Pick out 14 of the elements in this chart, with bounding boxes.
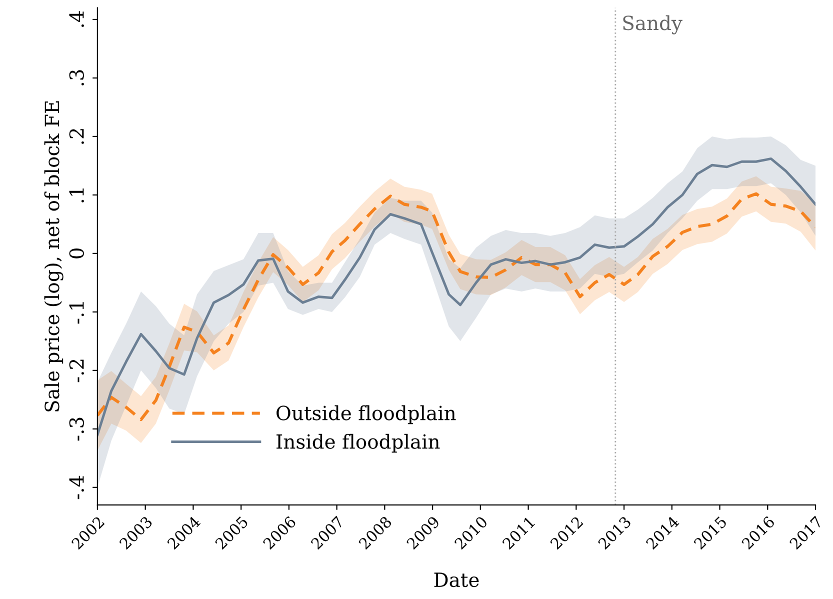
- y-tick-label: -.1: [69, 302, 84, 324]
- y-axis-title: Sale price (log), net of block FE: [44, 101, 64, 412]
- y-tick-label: .2: [69, 129, 84, 144]
- legend-label: Outside floodplain: [276, 405, 456, 424]
- legend-label: Inside floodplain: [276, 434, 440, 453]
- y-tick-label: -.4: [69, 476, 84, 500]
- x-axis-title: Date: [434, 572, 479, 588]
- y-tick-label: 0: [69, 248, 84, 258]
- ref-line-label: Sandy: [623, 15, 682, 34]
- y-tick-label: -.2: [69, 360, 84, 382]
- y-tick-label: .4: [69, 11, 84, 27]
- y-tick-label: .3: [69, 70, 84, 86]
- y-tick-label: -.3: [69, 418, 84, 441]
- y-tick-label: .1: [69, 188, 84, 202]
